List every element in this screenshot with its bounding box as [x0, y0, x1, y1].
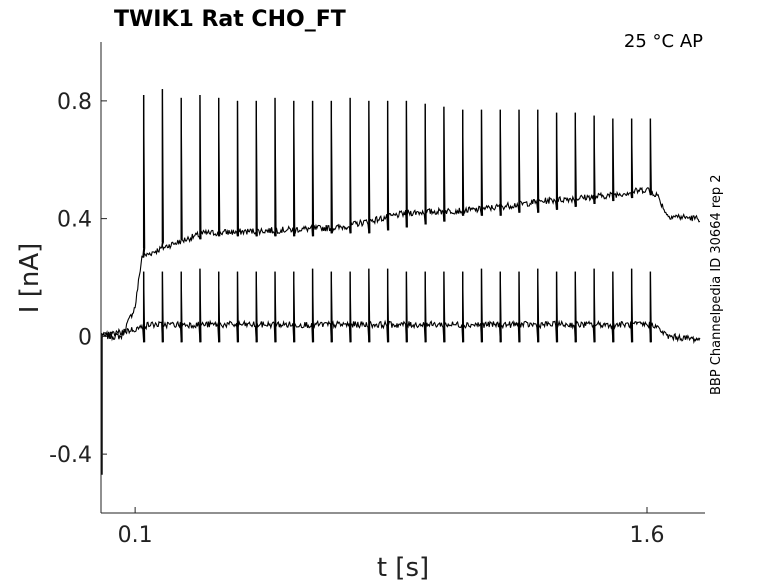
x-tick-group: 0.1 1.6 — [118, 507, 664, 548]
x-tick-label: 0.1 — [118, 523, 153, 548]
y-tick-label: 0 — [78, 325, 92, 350]
y-tick-group: -0.4 0 0.4 0.8 — [49, 90, 107, 468]
y-tick-label: 0.4 — [57, 208, 92, 233]
condition-annotation: 25 °C AP — [624, 31, 703, 52]
y-tick-label: 0.8 — [57, 90, 92, 115]
recording-id-label: BBP Channelpedia ID 30664 rep 2 — [709, 174, 724, 395]
trace-line-2 — [100, 268, 701, 345]
trace-group — [100, 89, 701, 475]
y-axis-label: I [nA] — [15, 243, 45, 313]
y-tick-label: -0.4 — [49, 443, 92, 468]
trace-line-1 — [100, 89, 701, 342]
x-tick-label: 1.6 — [629, 523, 664, 548]
chart-title: TWIK1 Rat CHO_FT — [114, 7, 346, 32]
x-axis-label: t [s] — [377, 553, 429, 583]
